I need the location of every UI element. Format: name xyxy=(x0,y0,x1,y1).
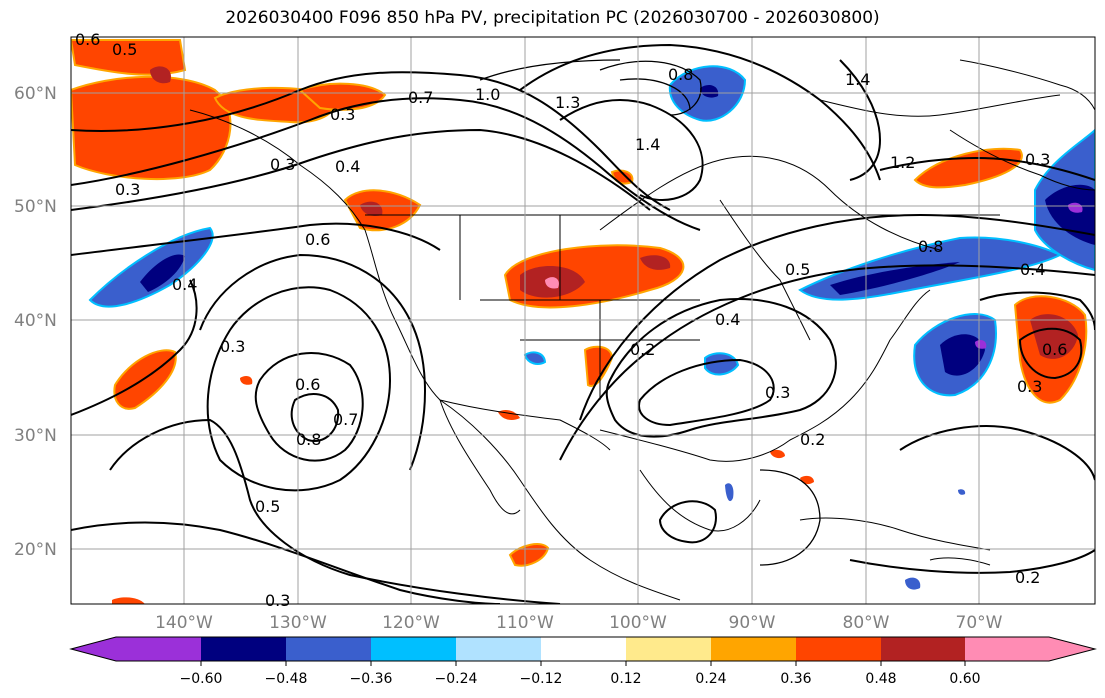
colorbar: −0.60 −0.48 −0.36 −0.24 −0.12 0.12 0.24 … xyxy=(69,636,1097,687)
colorbar-outline xyxy=(69,636,1097,662)
contour-label: 0.6 xyxy=(305,230,330,249)
colorbar-tick-label: 0.60 xyxy=(949,671,980,687)
latitude-labels: 60°N 50°N 40°N 30°N 20°N xyxy=(14,84,57,560)
contour-label: 0.3 xyxy=(265,591,290,610)
lon-label: 90°W xyxy=(729,613,776,633)
colorbar-tick-label: 0.24 xyxy=(695,671,726,687)
colorbar-arrow-low xyxy=(71,637,116,661)
precip-positive-areas xyxy=(71,39,1088,604)
contour-label: 1.0 xyxy=(475,85,500,104)
colorbar-segment xyxy=(371,637,456,661)
lat-label: 30°N xyxy=(14,426,57,446)
colorbar-segment xyxy=(965,637,1049,661)
contour-label: 0.8 xyxy=(668,65,693,84)
colorbar-segment xyxy=(626,637,711,661)
contour-label: 0.3 xyxy=(1017,377,1042,396)
contour-label: 0.5 xyxy=(255,497,280,516)
colorbar-arrow-high xyxy=(1049,637,1095,661)
lat-label: 20°N xyxy=(14,540,57,560)
graticule xyxy=(71,37,1095,604)
contour-labels: 0.5 0.6 0.3 0.7 1.0 1.3 0.8 1.4 1.4 0.3 … xyxy=(75,30,1067,610)
colorbar-tick-label: 0.36 xyxy=(780,671,811,687)
contour-label: 0.4 xyxy=(1020,260,1045,279)
contour-label: 1.2 xyxy=(890,153,915,172)
contour-label: 0.5 xyxy=(785,260,810,279)
contour-label: 0.3 xyxy=(270,155,295,174)
contour-label: 0.3 xyxy=(330,105,355,124)
colorbar-segment xyxy=(796,637,881,661)
longitude-labels: 140°W 130°W 120°W 110°W 100°W 90°W 80°W … xyxy=(155,613,1003,633)
contour-label: 0.3 xyxy=(765,383,790,402)
colorbar-tick-label: −0.48 xyxy=(265,671,308,687)
contour-label: 0.4 xyxy=(715,310,740,329)
contour-label: 0.2 xyxy=(1015,568,1040,587)
contour-label: 0.6 xyxy=(75,30,100,49)
colorbar-segment xyxy=(711,637,796,661)
contour-label: 0.7 xyxy=(408,88,433,107)
precip-negative-areas xyxy=(88,65,1095,590)
contour-label: 1.4 xyxy=(845,70,870,89)
lon-label: 100°W xyxy=(609,613,667,633)
lat-label: 40°N xyxy=(14,311,57,331)
lon-label: 110°W xyxy=(496,613,554,633)
colorbar-tick-label: −0.12 xyxy=(520,671,563,687)
contour-label: 0.3 xyxy=(220,337,245,356)
colorbar-segment xyxy=(541,637,626,661)
contour-label: 0.3 xyxy=(115,180,140,199)
colorbar-segment xyxy=(116,637,201,661)
coastlines-borders xyxy=(189,59,1095,601)
colorbar-tick-label: −0.60 xyxy=(180,671,223,687)
colorbar-tick-label: 0.12 xyxy=(610,671,641,687)
colorbar-segment xyxy=(881,637,965,661)
map-title: 2026030400 F096 850 hPa PV, precipitatio… xyxy=(225,8,880,28)
colorbar-segment xyxy=(286,637,371,661)
lat-label: 50°N xyxy=(14,197,57,217)
colorbar-tick-label: 0.48 xyxy=(865,671,896,687)
contour-label: 0.6 xyxy=(1042,340,1067,359)
map-frame xyxy=(70,36,1096,605)
contour-label: 0.8 xyxy=(918,237,943,256)
contour-label: 0.8 xyxy=(296,430,321,449)
contour-label: 0.6 xyxy=(295,375,320,394)
lon-label: 120°W xyxy=(382,613,440,633)
pv-contours-thin xyxy=(479,59,821,566)
lon-label: 130°W xyxy=(269,613,327,633)
contour-label: 0.5 xyxy=(112,40,137,59)
contour-label: 1.4 xyxy=(635,135,660,154)
lon-label: 80°W xyxy=(843,613,890,633)
pv-contours xyxy=(71,43,1095,604)
contour-label: 1.3 xyxy=(555,93,580,112)
contour-label: 0.4 xyxy=(172,275,197,294)
contour-label: 0.7 xyxy=(333,410,358,429)
contour-label: 0.4 xyxy=(335,157,360,176)
colorbar-tick-label: −0.36 xyxy=(350,671,393,687)
contour-label: 0.3 xyxy=(1025,150,1050,169)
lon-label: 140°W xyxy=(155,613,213,633)
lat-label: 60°N xyxy=(14,84,57,104)
colorbar-tick-label: −0.24 xyxy=(435,671,478,687)
contour-label: 0.2 xyxy=(800,430,825,449)
colorbar-segment xyxy=(456,637,541,661)
contour-label: 0.2 xyxy=(630,340,655,359)
lon-label: 70°W xyxy=(956,613,1003,633)
colorbar-segment xyxy=(201,637,286,661)
